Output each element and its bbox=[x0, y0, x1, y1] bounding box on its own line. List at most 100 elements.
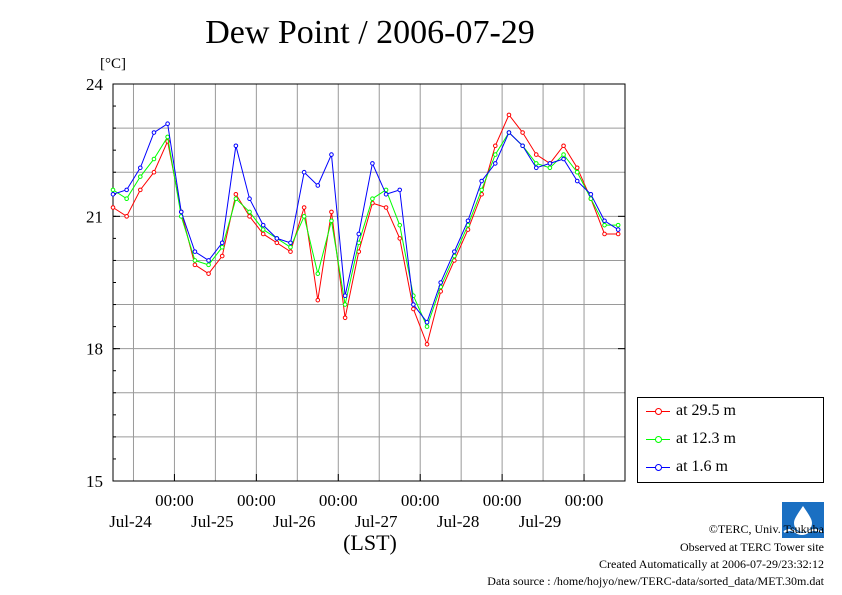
footer-created: Created Automatically at 2006-07-29/23:3… bbox=[599, 557, 824, 571]
x-tick-time-label: 00:00 bbox=[565, 491, 604, 510]
x-tick-time-label: 00:00 bbox=[155, 491, 194, 510]
data-point bbox=[301, 205, 307, 210]
data-point bbox=[151, 169, 157, 175]
series-line-2 bbox=[112, 122, 619, 324]
data-point bbox=[110, 187, 116, 193]
data-point bbox=[615, 222, 621, 228]
legend-marker-icon bbox=[646, 405, 670, 417]
data-point bbox=[274, 236, 280, 241]
y-axis-unit: [°C] bbox=[100, 56, 126, 72]
legend-marker-icon bbox=[646, 433, 670, 445]
x-tick-time-label: 00:00 bbox=[483, 491, 522, 510]
data-point bbox=[219, 240, 225, 246]
data-point bbox=[465, 218, 471, 224]
data-point bbox=[411, 306, 416, 312]
data-point bbox=[588, 191, 594, 197]
data-point bbox=[424, 319, 430, 325]
data-point bbox=[247, 209, 252, 215]
legend-label: at 12.3 m bbox=[676, 430, 736, 448]
data-point bbox=[520, 130, 525, 135]
data-point bbox=[288, 244, 293, 250]
footer-source: Data source : /home/hojyo/new/TERC-data/… bbox=[487, 574, 824, 588]
y-tick-label: 21 bbox=[86, 207, 103, 226]
x-tick-time-label: 00:00 bbox=[401, 491, 440, 510]
data-point bbox=[219, 253, 225, 259]
data-point bbox=[301, 214, 307, 219]
plot-frame bbox=[112, 83, 626, 482]
data-point bbox=[574, 165, 580, 171]
data-point bbox=[506, 130, 512, 135]
x-axis-label: (LST) bbox=[343, 530, 397, 555]
data-point bbox=[206, 262, 211, 268]
footer-copyright: ©TERC, Univ. Tsukuba bbox=[708, 522, 824, 536]
data-point bbox=[138, 174, 143, 179]
terc-logo-icon bbox=[782, 502, 824, 538]
data-point bbox=[479, 187, 484, 193]
data-point bbox=[219, 244, 225, 250]
legend-item-1-6m: at 1.6 m bbox=[646, 458, 728, 478]
data-point bbox=[397, 187, 403, 193]
data-point bbox=[233, 196, 239, 201]
data-point bbox=[397, 222, 403, 228]
chart-title: Dew Point / 2006-07-29 bbox=[205, 14, 535, 51]
data-point bbox=[342, 315, 348, 321]
data-point bbox=[124, 187, 129, 193]
data-point bbox=[424, 324, 430, 329]
data-point bbox=[424, 341, 430, 347]
data-point bbox=[492, 143, 498, 149]
data-point bbox=[124, 196, 129, 201]
data-point bbox=[547, 165, 553, 171]
data-point bbox=[492, 161, 498, 166]
data-point bbox=[383, 205, 389, 210]
data-point bbox=[233, 143, 239, 149]
data-point bbox=[602, 231, 607, 237]
x-tick-time-label: 00:00 bbox=[319, 491, 358, 510]
data-point bbox=[315, 271, 321, 276]
data-point bbox=[397, 236, 403, 241]
data-point bbox=[110, 191, 116, 197]
data-point bbox=[260, 227, 266, 232]
data-point bbox=[138, 165, 143, 171]
x-tick-time-label: 00:00 bbox=[237, 491, 276, 510]
data-point bbox=[547, 161, 553, 166]
data-point bbox=[192, 262, 198, 268]
data-point bbox=[561, 156, 566, 162]
data-point bbox=[151, 156, 157, 162]
data-point bbox=[342, 302, 348, 307]
data-point bbox=[247, 196, 252, 201]
data-point bbox=[165, 134, 170, 140]
data-point bbox=[165, 121, 170, 126]
series-line-0 bbox=[112, 113, 619, 346]
data-point bbox=[247, 214, 252, 219]
data-point bbox=[574, 169, 580, 175]
data-point bbox=[192, 258, 198, 263]
data-point bbox=[411, 302, 416, 307]
x-tick-date-label: Jul-28 bbox=[437, 512, 480, 531]
x-tick-date-label: Jul-26 bbox=[273, 512, 316, 531]
data-point bbox=[452, 249, 457, 254]
x-tick-date-label: Jul-29 bbox=[519, 512, 562, 531]
data-point bbox=[615, 231, 621, 237]
x-tick-date-label: Jul-27 bbox=[355, 512, 398, 531]
data-point bbox=[370, 161, 375, 166]
data-point bbox=[329, 152, 334, 157]
data-point bbox=[151, 130, 157, 135]
data-point bbox=[342, 293, 348, 299]
data-point bbox=[615, 227, 621, 232]
data-point bbox=[479, 178, 484, 184]
x-tick-date-label: Jul-25 bbox=[191, 512, 234, 531]
data-point bbox=[178, 209, 184, 215]
data-point bbox=[301, 169, 307, 175]
data-point bbox=[138, 187, 143, 193]
data-point bbox=[602, 218, 607, 224]
legend-marker-icon bbox=[646, 461, 670, 473]
legend-label: at 1.6 m bbox=[676, 458, 728, 476]
y-tick-label: 18 bbox=[86, 340, 103, 359]
data-point bbox=[533, 165, 539, 171]
data-point bbox=[520, 143, 525, 149]
data-point bbox=[288, 240, 293, 246]
data-point bbox=[561, 152, 566, 157]
data-point bbox=[574, 178, 580, 184]
data-point bbox=[602, 222, 607, 228]
y-tick-label: 15 bbox=[86, 472, 103, 491]
